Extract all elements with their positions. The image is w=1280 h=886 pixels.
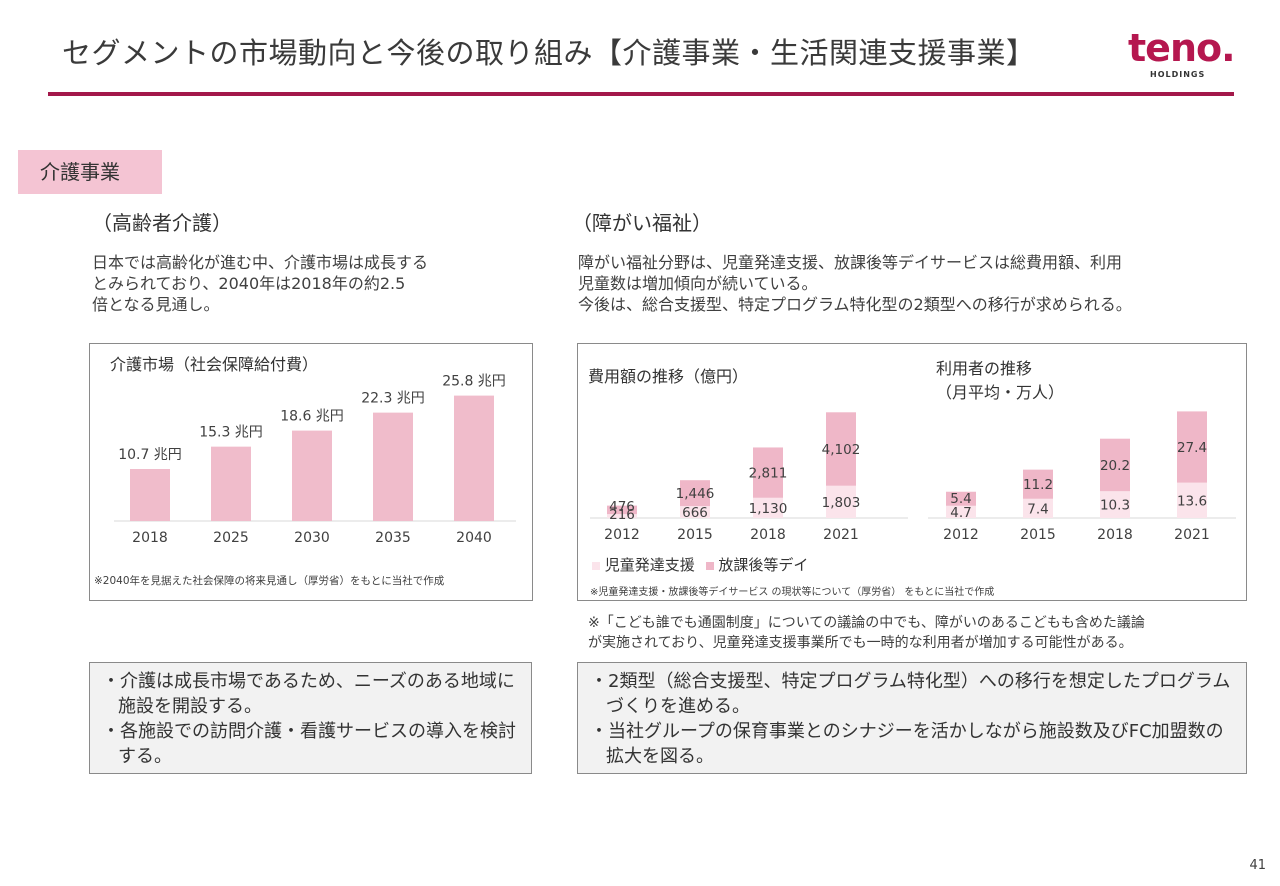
chart-title: （月平均・万人） (936, 383, 1064, 402)
logo-wordmark: teno. (1128, 26, 1236, 70)
data-label: 18.6 兆円 (280, 409, 344, 425)
chart-title: 介護市場（社会保障給付費） (110, 355, 318, 374)
disability-charts-box: 費用額の推移（億円） 216 476 2012 666 1,446 2015 1,130 2,8… (577, 343, 1247, 601)
action-item: ・2類型（総合支援型、特定プログラム特化型）への移行を想定したプログラムづくりを… (590, 671, 1231, 717)
description-line: 障がい福祉分野は、児童発達支援、放課後等デイサービスは総費用額、利用 (578, 253, 1123, 272)
description-line: 日本では高齢化が進む中、介護市場は成長する (92, 253, 429, 272)
care-market-chart: 介護市場（社会保障給付費） 10.7 兆円 2018 15.3 兆円 2025 18.6 … (110, 355, 516, 546)
disability-welfare-heading: （障がい福祉） (572, 211, 712, 235)
data-label: 216 (609, 507, 635, 523)
page-number: 41 (1249, 858, 1266, 873)
bar-segment (946, 505, 976, 518)
bar-segment (680, 480, 710, 507)
bar-segment (607, 505, 637, 515)
bar-segment (753, 497, 783, 518)
x-tick-label: 2015 (677, 527, 713, 543)
data-label: 10.3 (1100, 498, 1130, 514)
description-line: 児童数は増加傾向が続いている。 (578, 274, 818, 293)
chart-legend: 児童発達支援 放課後等デイ (592, 554, 808, 575)
data-label: 666 (682, 505, 708, 521)
chart-title: 利用者の推移 (936, 359, 1032, 378)
disability-welfare-description: 障がい福祉分野は、児童発達支援、放課後等デイサービスは総費用額、利用 児童数は増… (578, 252, 1258, 315)
note-line: が実施されており、児童発達支援事業所でも一時的な利用者が増加する可能性がある。 (588, 635, 1133, 651)
x-tick-label: 2025 (213, 530, 249, 546)
company-logo: teno. HOLDINGS (1128, 26, 1238, 86)
data-label: 1,803 (822, 495, 861, 511)
bar (130, 468, 170, 521)
x-tick-label: 2030 (294, 530, 330, 546)
bar-segment (607, 514, 637, 518)
data-label: 15.3 兆円 (199, 425, 263, 441)
bar-segment (1100, 491, 1130, 518)
legend-swatch-after-school (705, 562, 714, 570)
data-label: 2,811 (749, 466, 788, 482)
x-tick-label: 2012 (604, 527, 640, 543)
bar-segment (1023, 498, 1053, 518)
chart-title: 費用額の推移（億円） (588, 367, 748, 386)
x-tick-label: 2018 (750, 527, 786, 543)
data-label: 20.2 (1100, 458, 1130, 474)
x-tick-label: 2021 (823, 527, 859, 543)
data-label: 7.4 (1027, 501, 1048, 517)
elderly-care-description: 日本では高齢化が進む中、介護市場は成長する とみられており、2040年は2018… (92, 252, 522, 315)
bar-segment (1100, 438, 1130, 492)
data-label: 4,102 (822, 442, 861, 458)
bar-segment (1177, 411, 1207, 483)
data-label: 4.7 (950, 505, 971, 521)
data-label: 1,130 (749, 501, 788, 517)
description-line: 今後は、総合支援型、特定プログラム特化型の2類型への移行が求められる。 (578, 295, 1132, 314)
data-label: 22.3 兆円 (361, 391, 425, 407)
bar (211, 446, 251, 521)
bar (292, 430, 332, 521)
disability-welfare-actions: ・2類型（総合支援型、特定プログラム特化型）への移行を想定したプログラムづくりを… (577, 662, 1247, 774)
title-divider (48, 92, 1234, 96)
bar-segment (753, 447, 783, 498)
description-line: 倍となる見通し。 (92, 295, 220, 314)
elderly-care-heading: （高齢者介護） (92, 211, 232, 235)
x-tick-label: 2035 (375, 530, 411, 546)
page-title: セグメントの市場動向と今後の取り組み【介護事業・生活関連支援事業】 (62, 36, 1036, 70)
x-tick-label: 2018 (132, 530, 168, 546)
care-chart-source: ※2040年を見据えた社会保障の将来見通し（厚労省）をもとに当社で作成 (94, 575, 445, 587)
data-label: 11.2 (1023, 477, 1053, 493)
bar-segment (826, 485, 856, 518)
data-label: 25.8 兆円 (442, 374, 506, 390)
legend-label-after-school: 放課後等デイ (718, 556, 809, 574)
elderly-care-actions: ・介護は成長市場であるため、ニーズのある地域に施設を開設する。 ・各施設での訪問… (89, 662, 532, 774)
disability-chart-source: ※児童発達支援・放課後等デイサービス の現状等について（厚労省） をもとに当社で… (590, 587, 995, 598)
bar (454, 395, 494, 521)
x-tick-label: 2040 (456, 530, 492, 546)
action-item: ・各施設での訪問介護・看護サービスの導入を検討する。 (102, 721, 516, 767)
segment-tab: 介護事業 (18, 150, 162, 194)
data-label: 27.4 (1177, 440, 1207, 456)
x-tick-label: 2012 (943, 527, 979, 543)
daycare-note: ※「こども誰でも通園制度」についての議論の中でも、障がいのあるこどもも含めた議論… (588, 613, 1268, 653)
x-tick-label: 2021 (1174, 527, 1210, 543)
data-label: 13.6 (1177, 493, 1207, 509)
description-line: とみられており、2040年は2018年の約2.5 (92, 274, 406, 293)
action-item: ・当社グループの保育事業とのシナジーを活かしながら施設数及びFC加盟数の拡大を図… (590, 721, 1224, 767)
data-label: 5.4 (950, 491, 971, 507)
data-label: 476 (609, 499, 635, 515)
x-tick-label: 2018 (1097, 527, 1133, 543)
user-trend-chart: 利用者の推移 （月平均・万人） 4.75.4 2012 7.4 11.2 2015 10.3 2… (928, 359, 1236, 543)
bar (373, 412, 413, 521)
logo-subtext: HOLDINGS (1150, 70, 1206, 79)
legend-label-child-dev: 児童発達支援 (604, 556, 695, 574)
legend-swatch-child-dev (592, 562, 600, 570)
care-market-chart-box: 介護市場（社会保障給付費） 10.7 兆円 2018 15.3 兆円 2025 18.6 … (89, 343, 533, 601)
data-label: 1,446 (676, 486, 715, 502)
data-label: 10.7 兆円 (118, 447, 182, 463)
x-tick-label: 2015 (1020, 527, 1056, 543)
note-line: ※「こども誰でも通園制度」についての議論の中でも、障がいのあるこどもも含めた議論 (588, 615, 1145, 631)
bar-segment (826, 412, 856, 486)
bar-segment (946, 491, 976, 506)
action-item: ・介護は成長市場であるため、ニーズのある地域に施設を開設する。 (102, 671, 515, 717)
bar-segment (680, 506, 710, 518)
bar-segment (1023, 469, 1053, 499)
bar-segment (1177, 482, 1207, 518)
